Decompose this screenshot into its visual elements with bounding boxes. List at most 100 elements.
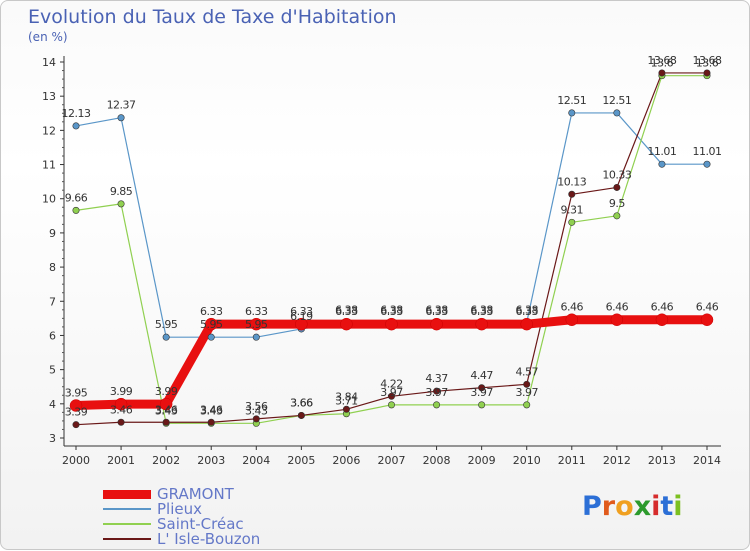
data-label: 6.38 bbox=[515, 303, 538, 316]
x-tick-label: 2009 bbox=[468, 454, 496, 467]
brand-letter: i bbox=[651, 491, 661, 522]
data-label: 4.37 bbox=[425, 372, 448, 385]
data-point bbox=[342, 405, 350, 413]
data-point bbox=[520, 317, 533, 331]
x-tick-label: 2008 bbox=[423, 454, 451, 467]
data-point bbox=[568, 190, 576, 198]
legend-swatch bbox=[103, 489, 151, 499]
data-point bbox=[162, 418, 170, 426]
data-label: 3.46 bbox=[200, 403, 223, 416]
data-label: 6.33 bbox=[470, 305, 493, 318]
data-label: 12.37 bbox=[107, 99, 136, 112]
data-label: 5.95 bbox=[245, 318, 268, 331]
data-label: 6.46 bbox=[651, 301, 674, 314]
data-label: 11.01 bbox=[647, 145, 676, 158]
data-label: 3.97 bbox=[380, 386, 403, 399]
data-label: 4.22 bbox=[380, 377, 403, 390]
data-label: 6.19 bbox=[290, 310, 313, 323]
data-point bbox=[207, 333, 215, 341]
data-label: 13.68 bbox=[693, 54, 722, 67]
data-label: 12.51 bbox=[557, 94, 586, 107]
y-tick-label: 14 bbox=[42, 56, 56, 69]
data-point bbox=[72, 122, 80, 130]
data-point bbox=[475, 317, 488, 331]
data-point bbox=[69, 399, 83, 412]
data-label: 9.85 bbox=[110, 185, 133, 198]
data-label: 9.5 bbox=[609, 197, 625, 210]
data-point bbox=[655, 313, 669, 326]
brand-letter: P bbox=[582, 491, 602, 522]
y-tick-label: 8 bbox=[49, 261, 56, 274]
data-point bbox=[613, 212, 621, 220]
data-point bbox=[114, 397, 128, 411]
x-tick-label: 2000 bbox=[62, 454, 90, 467]
brand-letter: x bbox=[633, 491, 652, 522]
data-point bbox=[523, 380, 531, 388]
data-point bbox=[207, 418, 215, 426]
data-label: 6.33 bbox=[245, 305, 268, 318]
data-label: 9.66 bbox=[65, 191, 88, 204]
x-tick-label: 2010 bbox=[513, 454, 541, 467]
legend-item: L' Isle-Bouzon bbox=[103, 530, 260, 548]
data-labels: 3.95 3.99 3.99 6.33 6.33 6.33 6.33 6.33 6.33 6.33… bbox=[62, 54, 723, 419]
data-point bbox=[658, 160, 666, 168]
y-tick-label: 3 bbox=[49, 432, 56, 445]
data-point bbox=[613, 183, 621, 191]
data-label: 3.99 bbox=[110, 385, 133, 398]
data-label: 5.95 bbox=[155, 318, 178, 331]
data-label: 3.46 bbox=[155, 403, 178, 416]
data-label: 3.46 bbox=[110, 403, 133, 416]
data-point bbox=[72, 206, 80, 214]
y-tick-label: 5 bbox=[49, 364, 56, 377]
data-point bbox=[430, 317, 443, 331]
data-label: 6.33 bbox=[425, 305, 448, 318]
data-label: 6.38 bbox=[380, 303, 403, 316]
data-label: 12.51 bbox=[602, 94, 631, 107]
brand-logo: Proxiti bbox=[582, 491, 683, 522]
brand-letter: i bbox=[673, 491, 683, 522]
legend-swatch bbox=[103, 538, 151, 540]
data-label: 9.31 bbox=[561, 203, 584, 216]
data-point bbox=[387, 392, 395, 400]
data-point bbox=[297, 411, 305, 419]
data-label: 3.71 bbox=[335, 395, 358, 408]
data-label: 6.46 bbox=[561, 301, 584, 314]
data-label: 6.38 bbox=[425, 303, 448, 316]
data-label: 3.56 bbox=[245, 400, 268, 413]
brand-letter: o bbox=[615, 491, 634, 522]
data-label: 3.43 bbox=[200, 404, 223, 417]
data-label: 3.43 bbox=[245, 404, 268, 417]
axes: 3 4 5 6 7 8 9 10 11 12 13 14 2000 2001 2002 2003 2004 200… bbox=[42, 56, 721, 467]
data-label: 6.33 bbox=[335, 305, 358, 318]
y-tick-label: 10 bbox=[42, 193, 56, 206]
data-point bbox=[565, 313, 579, 326]
data-point bbox=[613, 109, 621, 117]
data-label: 6.38 bbox=[335, 303, 358, 316]
x-tick-label: 2002 bbox=[152, 454, 180, 467]
data-point bbox=[117, 418, 125, 426]
data-point bbox=[523, 401, 531, 409]
x-tick-label: 2006 bbox=[332, 454, 360, 467]
legend-swatch bbox=[103, 508, 151, 510]
data-point bbox=[568, 218, 576, 226]
data-point bbox=[340, 317, 353, 331]
data-label: 5.95 bbox=[200, 318, 223, 331]
y-tick-label: 9 bbox=[49, 227, 56, 240]
data-point bbox=[250, 317, 263, 331]
legend-label: Saint-Créac bbox=[157, 515, 244, 533]
x-tick-label: 2005 bbox=[287, 454, 315, 467]
x-tick-label: 2007 bbox=[378, 454, 406, 467]
legend-item: GRAMONT bbox=[103, 485, 234, 503]
x-tick-label: 2011 bbox=[558, 454, 586, 467]
legend-label: GRAMONT bbox=[157, 485, 234, 503]
data-point bbox=[703, 160, 711, 168]
y-tick-label: 11 bbox=[42, 159, 56, 172]
data-label: 3.66 bbox=[290, 396, 313, 409]
data-label: 3.99 bbox=[155, 385, 178, 398]
data-label: 12.13 bbox=[62, 107, 91, 120]
data-point bbox=[252, 415, 260, 423]
data-point bbox=[658, 69, 666, 77]
data-point bbox=[433, 401, 441, 409]
y-tick-label: 4 bbox=[49, 398, 56, 411]
